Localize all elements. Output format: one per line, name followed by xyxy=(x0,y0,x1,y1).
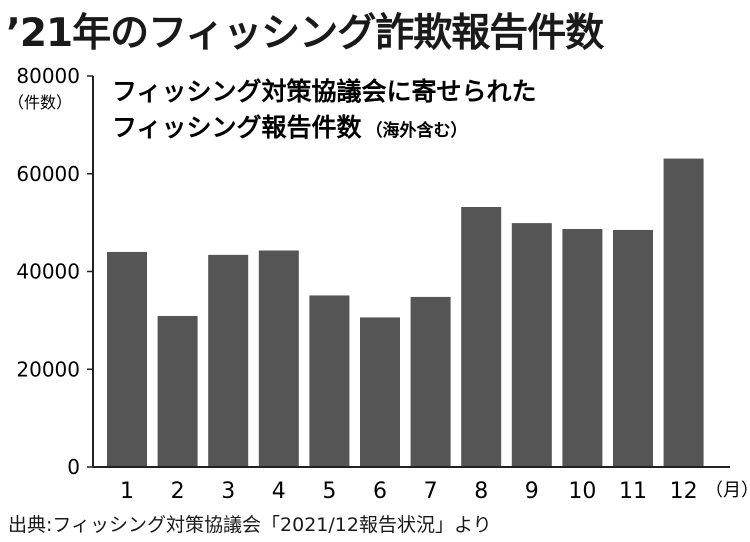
bars xyxy=(107,158,704,468)
x-axis-unit-label: （月） xyxy=(705,480,750,501)
bar-month-2 xyxy=(157,315,198,467)
x-axis-ticks: 1 2 3 4 5 6 7 8 9 10 11 12 xyxy=(120,479,698,504)
bar-month-9 xyxy=(511,223,552,467)
bar-month-6 xyxy=(360,317,400,467)
bar-month-4 xyxy=(258,250,299,467)
x-tick-label: 9 xyxy=(525,479,539,504)
bar-month-12 xyxy=(663,158,704,467)
x-tick-label: 4 xyxy=(272,479,286,504)
bar-month-11 xyxy=(613,229,653,467)
chart-subtitle-line1: フィッシング対策協議会に寄せられた xyxy=(112,77,537,106)
x-tick-label: 6 xyxy=(373,479,387,504)
y-axis-ticks: 0 20000 40000 60000 80000 xyxy=(16,64,93,479)
x-tick-label: 11 xyxy=(619,479,647,504)
bar-month-1 xyxy=(107,251,147,467)
chart-subtitle-note: （海外含む） xyxy=(366,120,468,141)
bar-month-8 xyxy=(461,206,502,468)
x-tick-label: 7 xyxy=(424,479,438,504)
x-tick-label: 12 xyxy=(670,479,698,504)
y-tick-label: 40000 xyxy=(16,260,80,284)
bar-month-3 xyxy=(208,254,249,467)
y-tick-label: 20000 xyxy=(16,357,80,381)
x-tick-label: 2 xyxy=(171,479,185,504)
bar-month-10 xyxy=(562,228,603,467)
source-note: 出典:フィッシング対策協議会「2021/12報告状況」より xyxy=(8,514,492,536)
chart-subtitle-line2-text: フィッシング報告件数 xyxy=(112,113,363,142)
x-tick-label: 1 xyxy=(120,479,134,504)
y-tick-label: 0 xyxy=(67,455,80,479)
bar-month-5 xyxy=(309,295,350,467)
chart-subtitle-line2: フィッシング報告件数 （海外含む） xyxy=(112,113,468,142)
x-tick-label: 5 xyxy=(322,479,336,504)
x-tick-label: 8 xyxy=(474,479,488,504)
chart-title: ’21年のフィッシング詐欺報告件数 xyxy=(6,11,604,56)
y-axis-unit-label: （件数） xyxy=(8,93,72,112)
bar-month-7 xyxy=(410,296,451,467)
x-tick-label: 10 xyxy=(568,479,596,504)
x-tick-label: 3 xyxy=(221,479,235,504)
y-tick-label: 80000 xyxy=(16,64,80,88)
y-tick-label: 60000 xyxy=(16,162,80,186)
